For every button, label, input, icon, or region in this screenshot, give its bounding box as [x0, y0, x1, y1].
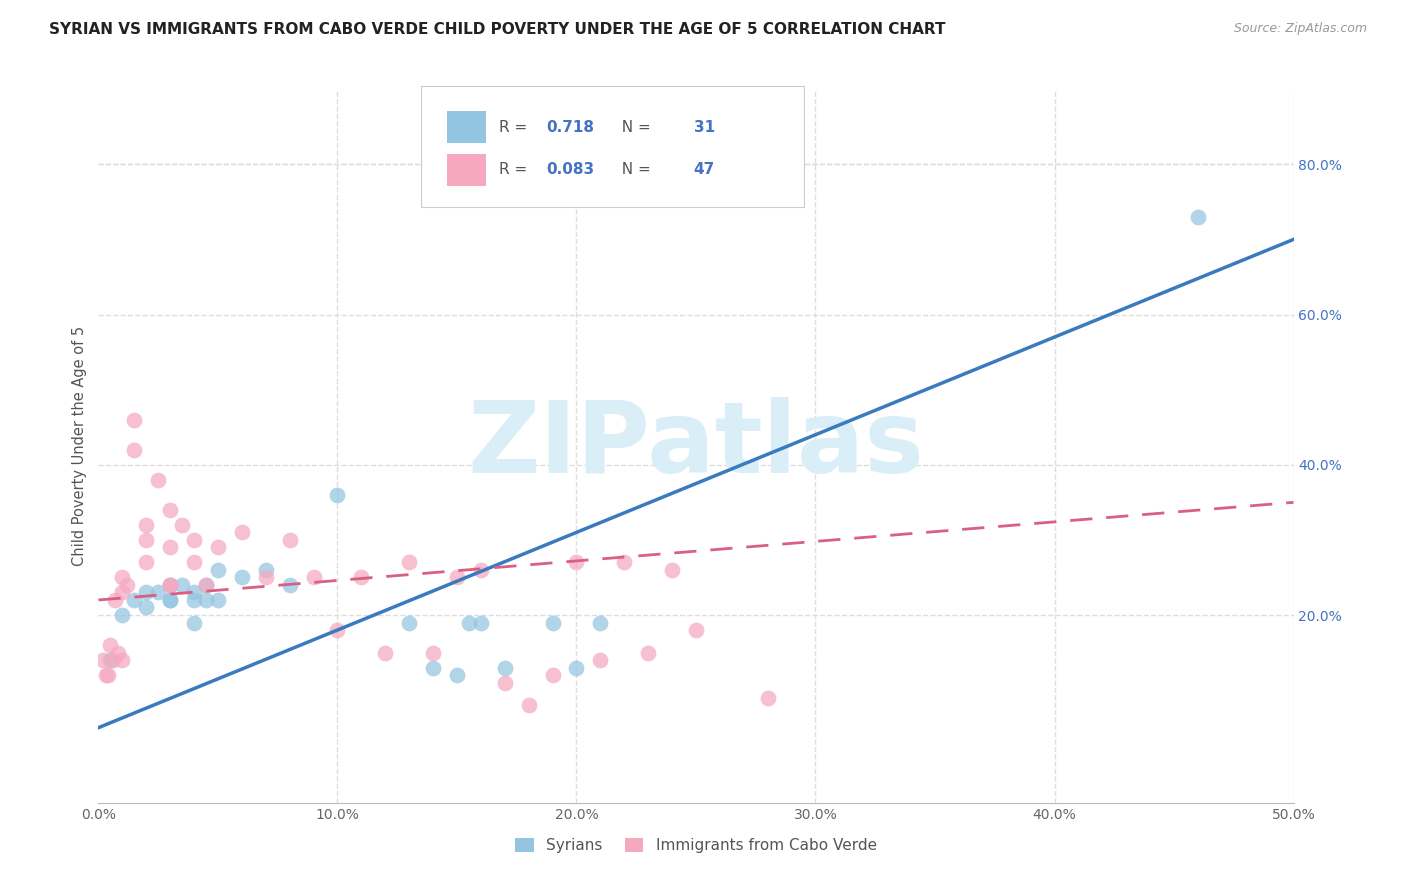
Point	[101, 653, 124, 667]
Text: 47: 47	[693, 162, 714, 178]
Text: 0.083: 0.083	[547, 162, 595, 178]
Point	[278, 533, 301, 547]
Point	[446, 570, 468, 584]
Point	[446, 668, 468, 682]
Point	[350, 570, 373, 584]
Point	[422, 660, 444, 674]
Point	[183, 593, 205, 607]
Point	[254, 570, 277, 584]
Point	[207, 563, 229, 577]
Point	[124, 593, 146, 607]
Point	[159, 593, 181, 607]
Point	[254, 563, 277, 577]
Point	[1187, 210, 1209, 224]
Point	[148, 473, 170, 487]
Text: N =: N =	[613, 120, 657, 135]
Point	[613, 556, 636, 570]
Y-axis label: Child Poverty Under the Age of 5: Child Poverty Under the Age of 5	[72, 326, 87, 566]
Point	[302, 570, 325, 584]
Point	[159, 541, 181, 555]
Point	[98, 638, 122, 652]
Point	[172, 517, 194, 532]
Point	[326, 488, 349, 502]
Point	[398, 556, 420, 570]
Legend: Syrians, Immigrants from Cabo Verde: Syrians, Immigrants from Cabo Verde	[509, 832, 883, 859]
Point	[494, 660, 516, 674]
Point	[159, 578, 181, 592]
Text: Source: ZipAtlas.com: Source: ZipAtlas.com	[1233, 22, 1367, 36]
Point	[195, 593, 218, 607]
Point	[494, 675, 516, 690]
Point	[124, 442, 146, 457]
FancyBboxPatch shape	[447, 153, 485, 186]
Point	[207, 593, 229, 607]
Text: R =: R =	[499, 120, 531, 135]
Point	[94, 668, 117, 682]
Point	[207, 541, 229, 555]
Point	[159, 593, 181, 607]
Point	[756, 690, 779, 705]
Text: 0.718: 0.718	[547, 120, 595, 135]
Point	[470, 615, 492, 630]
Point	[195, 578, 218, 592]
Point	[183, 556, 205, 570]
Point	[541, 668, 564, 682]
FancyBboxPatch shape	[447, 111, 485, 143]
Point	[115, 578, 138, 592]
Text: ZIPatlas: ZIPatlas	[468, 398, 924, 494]
Point	[159, 578, 181, 592]
Point	[183, 533, 205, 547]
Point	[422, 646, 444, 660]
Point	[517, 698, 540, 713]
Point	[589, 615, 612, 630]
Point	[98, 653, 122, 667]
Point	[565, 556, 588, 570]
Point	[661, 563, 683, 577]
Text: R =: R =	[499, 162, 531, 178]
Point	[231, 570, 253, 584]
Point	[148, 585, 170, 599]
Point	[107, 646, 129, 660]
Point	[135, 585, 157, 599]
Point	[172, 578, 194, 592]
Point	[111, 653, 134, 667]
Point	[91, 653, 114, 667]
Point	[470, 563, 492, 577]
Point	[111, 570, 134, 584]
Point	[97, 668, 120, 682]
Text: SYRIAN VS IMMIGRANTS FROM CABO VERDE CHILD POVERTY UNDER THE AGE OF 5 CORRELATIO: SYRIAN VS IMMIGRANTS FROM CABO VERDE CHI…	[49, 22, 946, 37]
Point	[231, 525, 253, 540]
Point	[398, 615, 420, 630]
Point	[135, 600, 157, 615]
Point	[374, 646, 396, 660]
Point	[104, 593, 127, 607]
Point	[685, 623, 707, 637]
Text: N =: N =	[613, 162, 657, 178]
Point	[111, 607, 134, 622]
Point	[565, 660, 588, 674]
Point	[159, 503, 181, 517]
Point	[541, 615, 564, 630]
Point	[589, 653, 612, 667]
Point	[326, 623, 349, 637]
Point	[183, 585, 205, 599]
Point	[183, 615, 205, 630]
Point	[135, 556, 157, 570]
Point	[124, 413, 146, 427]
Point	[111, 585, 134, 599]
Point	[135, 517, 157, 532]
Point	[159, 578, 181, 592]
Point	[195, 578, 218, 592]
FancyBboxPatch shape	[422, 86, 804, 207]
Text: 31: 31	[693, 120, 714, 135]
Point	[278, 578, 301, 592]
Point	[458, 615, 481, 630]
Point	[637, 646, 659, 660]
Point	[135, 533, 157, 547]
